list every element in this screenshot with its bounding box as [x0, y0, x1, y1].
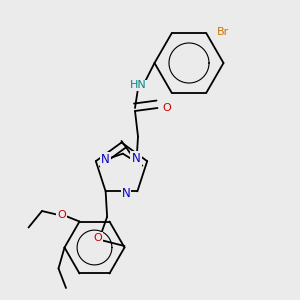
Text: Br: Br	[217, 27, 229, 37]
Text: O: O	[162, 103, 171, 113]
Text: HN: HN	[130, 80, 146, 91]
Text: S: S	[132, 155, 141, 169]
Text: N: N	[101, 153, 110, 166]
Text: O: O	[57, 210, 66, 220]
Text: O: O	[94, 233, 103, 243]
Text: N: N	[122, 187, 130, 200]
Text: N: N	[131, 152, 140, 165]
